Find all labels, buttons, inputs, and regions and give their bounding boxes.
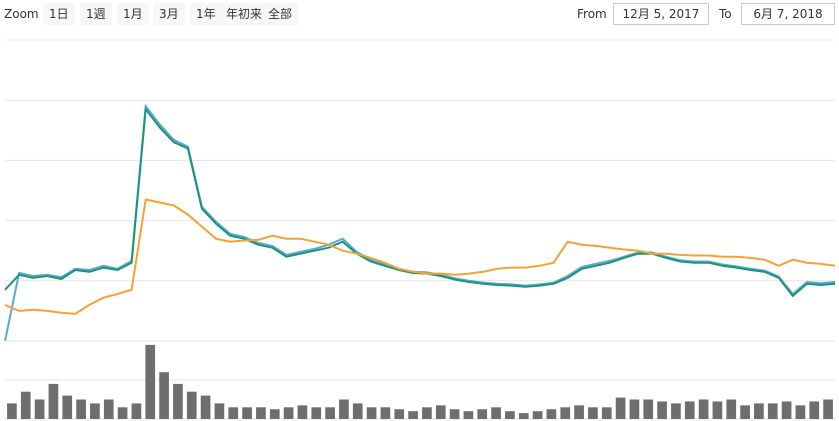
volume-bar [532, 411, 543, 419]
volume-bar [256, 407, 266, 419]
volume-bar [505, 411, 515, 419]
volume-bar [698, 399, 709, 419]
volume-bar [491, 407, 501, 419]
to-label: To [719, 7, 732, 21]
volume-bar [754, 403, 764, 419]
volume-bar [823, 399, 833, 419]
volume-bar [242, 407, 252, 419]
volume-bar [325, 407, 335, 419]
volume-bar [131, 403, 142, 419]
volume-bar [159, 372, 169, 419]
toolbar: Zoom 1日 1週 1月 3月 1年 年初来 全部 From 12月 5, 2… [0, 3, 839, 27]
volume-bar [726, 399, 737, 419]
volume-bar [7, 403, 17, 419]
volume-bar [435, 405, 446, 419]
volume-bar [629, 399, 640, 419]
volume-bar [560, 407, 571, 419]
price-line [4, 103, 836, 342]
volume-bar [588, 407, 598, 419]
volume-bar [449, 409, 460, 419]
volume-bar [269, 409, 280, 419]
volume-bar [740, 405, 750, 419]
volume-bar [477, 409, 488, 419]
volume-bar [657, 401, 667, 419]
volume-bar [228, 407, 239, 419]
zoom-button[interactable]: 1日 [43, 3, 75, 25]
volume-bar [173, 383, 183, 419]
volume-bar [76, 399, 86, 419]
zoom-button[interactable]: 全部 [262, 3, 299, 25]
volume-bar [311, 407, 322, 419]
volume-bar [408, 411, 418, 419]
volume-bar [615, 397, 626, 419]
zoom-button[interactable]: 1年 [190, 3, 222, 25]
volume-bar [781, 401, 792, 419]
volume-bar [297, 405, 308, 419]
volume-bar [712, 401, 723, 419]
volume-bar [186, 391, 197, 419]
price-line [4, 106, 836, 298]
volume-bar [795, 405, 806, 419]
volume-bar [643, 399, 654, 419]
volume-bar [601, 407, 612, 419]
from-input[interactable]: 12月 5, 2017 [613, 3, 709, 25]
volume-bar [103, 399, 114, 419]
zoom-button[interactable]: 1月 [117, 3, 149, 25]
volume-bar [200, 395, 211, 419]
zoom-label: Zoom [4, 7, 39, 21]
volume-bar [20, 391, 31, 419]
to-input[interactable]: 6月 7, 2018 [741, 3, 835, 25]
volume-bar [117, 407, 128, 419]
volume-bar [339, 399, 349, 419]
volume-bar [366, 407, 377, 419]
volume-bar [352, 403, 363, 419]
volume-bar [518, 413, 529, 419]
zoom-button[interactable]: 3月 [153, 3, 185, 25]
volume-bar [671, 403, 681, 419]
price-line [4, 198, 836, 315]
zoom-button[interactable]: 年初来 [220, 3, 269, 25]
volume-bar [48, 383, 59, 419]
from-label: From [577, 7, 607, 21]
volume-bar [463, 411, 474, 419]
volume-bar [422, 407, 432, 419]
zoom-button[interactable]: 1週 [80, 3, 112, 25]
volume-bar [90, 403, 100, 419]
volume-bar [62, 395, 73, 419]
volume-bar [767, 403, 778, 419]
volume-bar [34, 399, 45, 419]
volume-bar [380, 407, 391, 419]
volume-bar [145, 344, 156, 419]
volume-bar [283, 407, 294, 419]
volume-bar [546, 409, 557, 419]
volume-bar [214, 403, 225, 419]
volume-bar [394, 409, 405, 419]
volume-bar [684, 401, 695, 419]
volume-bar [809, 401, 820, 419]
volume-bar [574, 405, 584, 419]
